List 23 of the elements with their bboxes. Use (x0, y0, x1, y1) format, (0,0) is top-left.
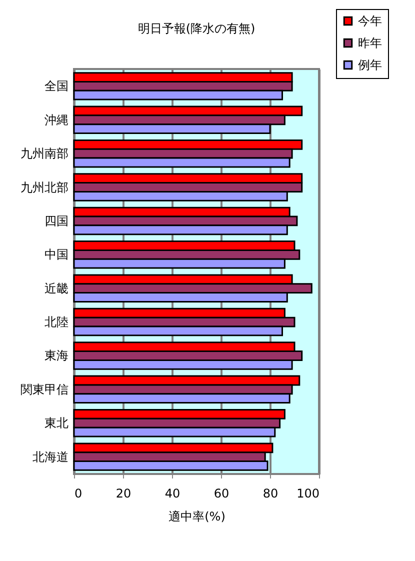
y-tick-label: 全国 (44, 79, 68, 94)
legend-label: 昨年 (358, 36, 382, 50)
y-tick-label: 関東甲信 (20, 382, 68, 396)
x-tick-label: 0 (74, 486, 82, 500)
y-tick-label: 九州南部 (20, 146, 68, 161)
chart-title: 明日予報(降水の有無) (138, 22, 256, 36)
x-tick-label: 40 (164, 486, 180, 500)
y-tick-label: 沖縄 (44, 112, 68, 127)
legend-label: 例年 (358, 58, 382, 72)
x-tick-label: 100 (296, 486, 320, 500)
x-tick-label: 80 (262, 486, 278, 500)
y-tick-label: 四国 (44, 214, 68, 228)
y-tick-label: 北海道 (32, 450, 68, 464)
x-tick-label: 60 (214, 486, 230, 500)
y-tick-label: 近畿 (44, 281, 68, 296)
y-tick-label: 東海 (44, 348, 68, 363)
y-tick-label: 九州北部 (20, 180, 68, 194)
y-tick-label: 北陸 (44, 315, 68, 330)
y-tick-label: 東北 (44, 416, 68, 430)
x-tick-label: 20 (116, 486, 132, 500)
legend-label: 今年 (358, 14, 382, 28)
x-axis-title: 適中率(%) (168, 510, 226, 524)
y-tick-label: 中国 (44, 248, 68, 262)
